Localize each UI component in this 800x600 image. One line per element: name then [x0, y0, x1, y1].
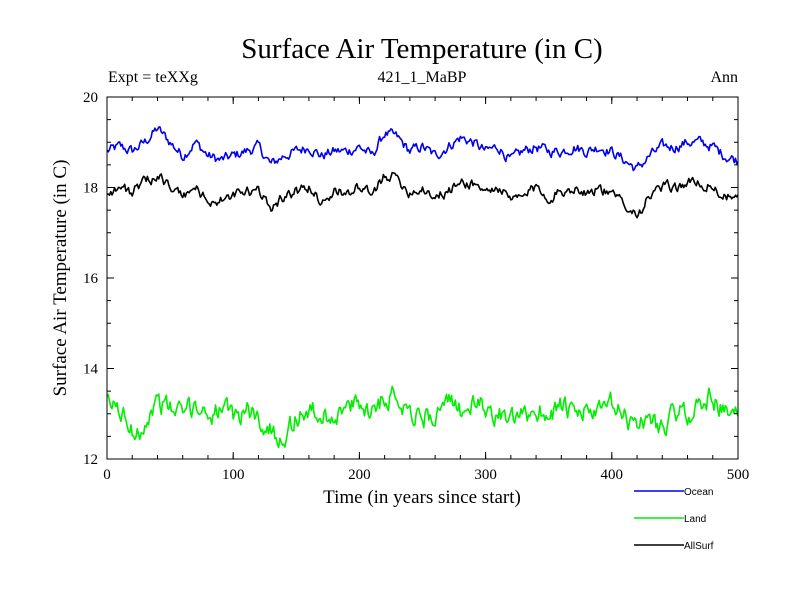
y-tick-label: 18	[83, 181, 98, 197]
y-tick-label: 14	[83, 362, 99, 378]
y-tick-label: 20	[83, 90, 98, 106]
x-tick-label: 300	[474, 467, 497, 483]
x-axis: 0 100 200 300 400 500	[103, 97, 749, 483]
legend: Ocean Land AllSurf	[634, 487, 714, 552]
legend-label-ocean: Ocean	[684, 487, 713, 498]
series-line-ocean	[106, 126, 739, 172]
series-line-allsurf	[106, 171, 739, 219]
y-tick-label: 12	[83, 452, 98, 468]
y-tick-label: 16	[83, 271, 99, 287]
x-tick-label: 400	[601, 467, 624, 483]
x-tick-label: 200	[348, 467, 371, 483]
series-line-land	[106, 385, 739, 449]
run-label: 421_1_MaBP	[378, 69, 467, 86]
series-group	[106, 126, 739, 449]
x-tick-label: 500	[727, 467, 750, 483]
x-axis-label: Time (in years since start)	[323, 487, 521, 508]
y-axis-label: Surface Air Temperature (in C)	[50, 160, 71, 397]
legend-label-allsurf: AllSurf	[684, 541, 714, 552]
x-tick-label: 100	[222, 467, 245, 483]
chart-title: Surface Air Temperature (in C)	[241, 33, 602, 65]
y-axis: 12 14 16 18 20	[83, 90, 738, 468]
experiment-label: Expt = teXXg	[108, 69, 198, 86]
period-label: Ann	[710, 69, 738, 86]
legend-label-land: Land	[684, 514, 706, 525]
x-tick-label: 0	[103, 467, 111, 483]
plot-frame	[106, 96, 739, 460]
